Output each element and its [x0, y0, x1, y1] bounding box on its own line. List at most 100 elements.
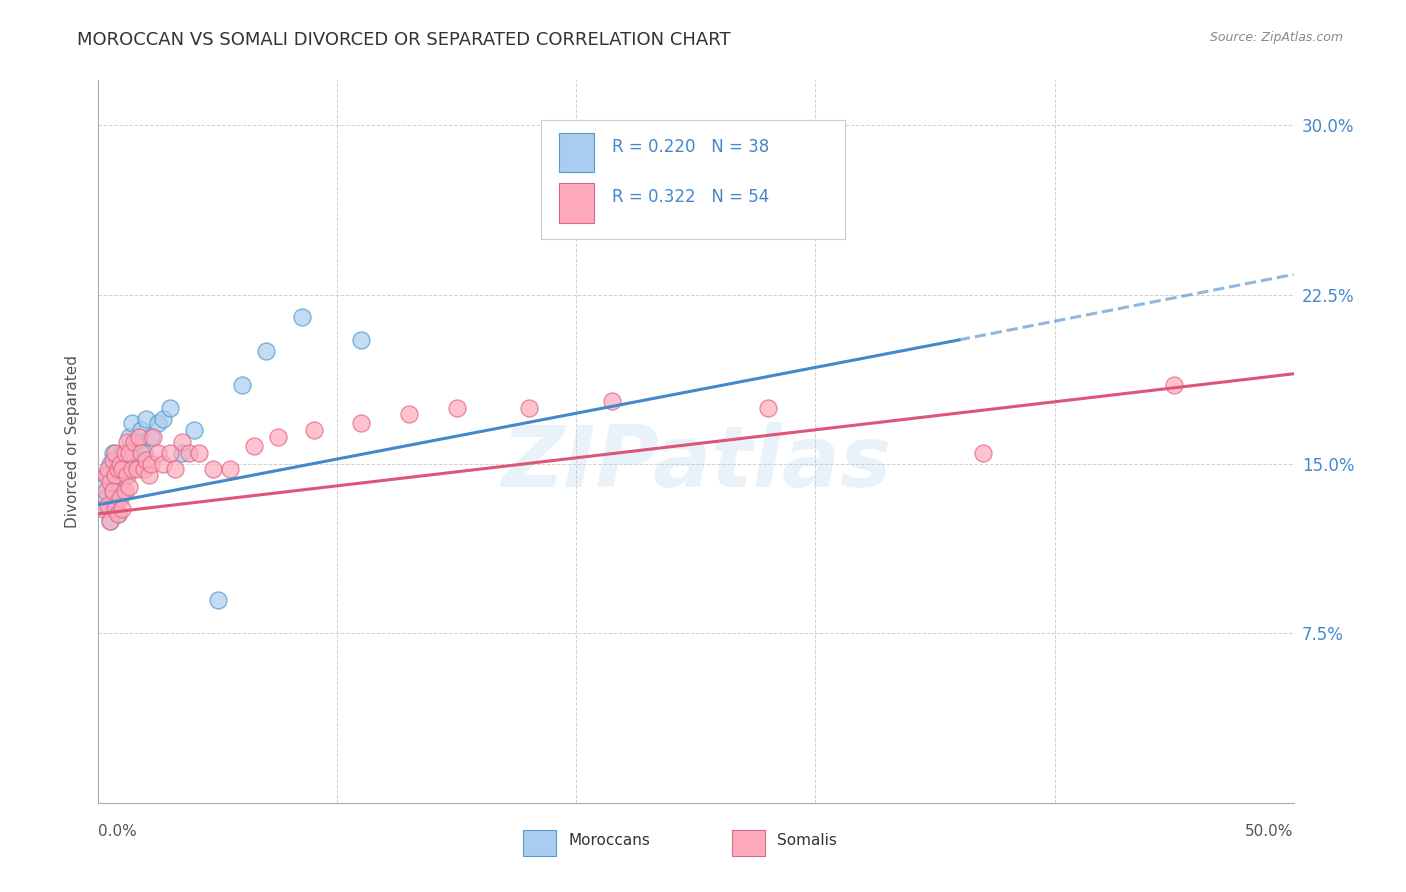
Point	[97, 461, 120, 475]
Point	[231, 378, 253, 392]
Point	[135, 412, 157, 426]
Point	[121, 417, 143, 431]
Point	[104, 495, 127, 509]
Point	[152, 412, 174, 426]
Point	[207, 592, 229, 607]
Point	[115, 468, 138, 483]
Point	[104, 468, 127, 483]
FancyBboxPatch shape	[558, 183, 595, 223]
Point	[108, 457, 131, 471]
Text: Moroccans: Moroccans	[568, 833, 650, 848]
Point	[124, 434, 146, 449]
Point	[108, 491, 131, 505]
Point	[131, 423, 153, 437]
Point	[108, 475, 131, 490]
Point	[446, 401, 468, 415]
Point	[114, 446, 136, 460]
Point	[159, 446, 181, 460]
Point	[101, 484, 124, 499]
Point	[114, 457, 136, 471]
Point	[121, 461, 143, 475]
Point	[398, 408, 420, 422]
Point	[132, 446, 155, 460]
Point	[163, 461, 186, 475]
Point	[98, 514, 122, 528]
Point	[125, 434, 148, 449]
Point	[602, 393, 624, 408]
Point	[118, 480, 141, 494]
Point	[111, 461, 134, 475]
Point	[98, 475, 122, 490]
Point	[94, 468, 117, 483]
Point	[142, 430, 165, 444]
Point	[291, 310, 314, 325]
Point	[148, 446, 170, 460]
Point	[302, 423, 325, 437]
Point	[350, 333, 373, 347]
Point	[107, 507, 129, 521]
Point	[104, 473, 127, 487]
Point	[135, 452, 157, 467]
Point	[159, 401, 181, 415]
Point	[148, 417, 170, 431]
Point	[172, 446, 194, 460]
Point	[94, 484, 117, 499]
Text: ZIPatlas: ZIPatlas	[501, 422, 891, 505]
Point	[101, 446, 124, 460]
Text: 50.0%: 50.0%	[1246, 824, 1294, 839]
Point	[98, 457, 122, 471]
Point	[139, 457, 162, 471]
FancyBboxPatch shape	[541, 120, 845, 239]
Point	[107, 452, 129, 467]
Point	[139, 430, 162, 444]
Point	[172, 434, 194, 449]
Text: R = 0.220   N = 38: R = 0.220 N = 38	[613, 137, 769, 156]
Point	[108, 464, 131, 478]
Point	[179, 446, 201, 460]
Point	[219, 461, 242, 475]
Point	[124, 446, 146, 460]
Point	[128, 430, 150, 444]
Point	[94, 491, 117, 505]
Point	[125, 461, 148, 475]
Point	[972, 446, 994, 460]
Point	[118, 446, 141, 460]
Point	[101, 484, 124, 499]
Point	[111, 446, 134, 460]
Point	[101, 452, 124, 467]
Point	[152, 457, 174, 471]
Point	[1163, 378, 1185, 392]
Point	[115, 434, 138, 449]
Point	[118, 446, 141, 460]
Point	[97, 498, 120, 512]
FancyBboxPatch shape	[523, 830, 557, 855]
Point	[131, 446, 153, 460]
Point	[91, 480, 114, 494]
Point	[517, 401, 540, 415]
Point	[114, 484, 136, 499]
Point	[98, 514, 122, 528]
Text: R = 0.322   N = 54: R = 0.322 N = 54	[613, 188, 769, 206]
Text: Source: ZipAtlas.com: Source: ZipAtlas.com	[1209, 31, 1343, 45]
FancyBboxPatch shape	[733, 830, 765, 855]
Text: MOROCCAN VS SOMALI DIVORCED OR SEPARATED CORRELATION CHART: MOROCCAN VS SOMALI DIVORCED OR SEPARATED…	[77, 31, 731, 49]
Point	[243, 439, 266, 453]
Point	[91, 502, 114, 516]
Point	[350, 417, 373, 431]
Text: Somalis: Somalis	[778, 833, 837, 848]
Point	[183, 423, 205, 437]
FancyBboxPatch shape	[558, 133, 595, 172]
Point	[267, 430, 290, 444]
Point	[115, 461, 138, 475]
Text: 0.0%: 0.0%	[98, 824, 138, 839]
Point	[756, 401, 779, 415]
Point	[187, 446, 209, 460]
Point	[202, 461, 225, 475]
Point	[107, 507, 129, 521]
Y-axis label: Divorced or Separated: Divorced or Separated	[65, 355, 80, 528]
Point	[118, 430, 141, 444]
Point	[111, 486, 134, 500]
Point	[104, 446, 127, 460]
Point	[111, 502, 134, 516]
Point	[97, 502, 120, 516]
